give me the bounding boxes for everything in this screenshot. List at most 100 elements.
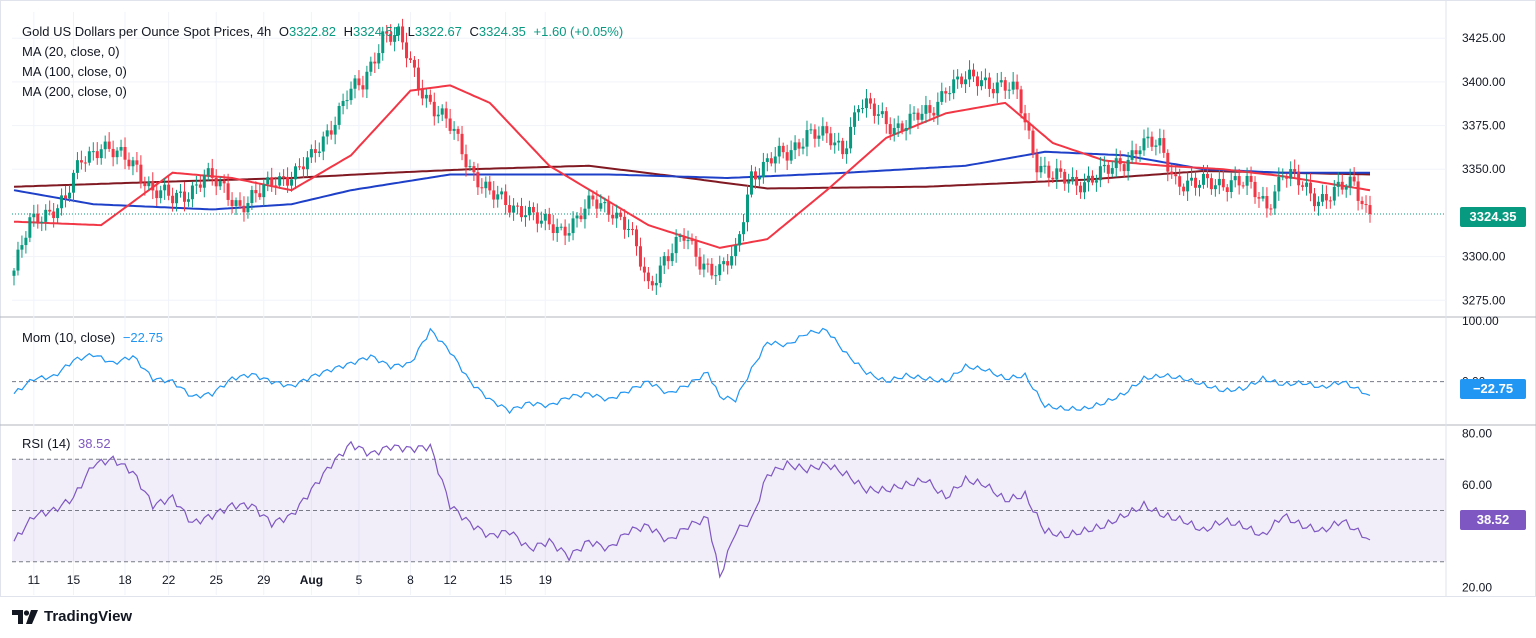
candle[interactable] <box>1106 160 1110 184</box>
candle[interactable] <box>28 213 32 243</box>
candle[interactable] <box>198 175 202 192</box>
candle[interactable] <box>313 140 317 163</box>
candle[interactable] <box>718 255 722 282</box>
candle[interactable] <box>171 187 175 212</box>
candle[interactable] <box>777 137 781 164</box>
candle[interactable] <box>987 72 991 97</box>
candle[interactable] <box>301 156 305 179</box>
candle[interactable] <box>1344 183 1348 198</box>
candle[interactable] <box>329 120 333 140</box>
candle[interactable] <box>1312 187 1316 212</box>
candle[interactable] <box>68 185 72 202</box>
candle[interactable] <box>1205 164 1209 188</box>
candle[interactable] <box>1194 171 1198 196</box>
candle[interactable] <box>563 219 567 246</box>
candle[interactable] <box>1281 168 1285 181</box>
candle[interactable] <box>1090 170 1094 186</box>
candle[interactable] <box>551 214 555 241</box>
candle[interactable] <box>504 184 508 215</box>
candle[interactable] <box>682 228 686 249</box>
candle[interactable] <box>1170 164 1174 179</box>
candle[interactable] <box>353 74 357 99</box>
candle[interactable] <box>1348 168 1352 196</box>
candle[interactable] <box>202 169 206 198</box>
candle[interactable] <box>290 171 294 192</box>
candle[interactable] <box>726 254 730 275</box>
candle[interactable] <box>79 150 83 170</box>
candle[interactable] <box>829 126 833 150</box>
candle[interactable] <box>1174 164 1178 185</box>
candle[interactable] <box>20 235 24 258</box>
candle[interactable] <box>266 171 270 192</box>
candle[interactable] <box>738 231 742 252</box>
candle[interactable] <box>1035 148 1039 182</box>
candle[interactable] <box>107 132 111 152</box>
candle[interactable] <box>928 99 932 120</box>
candle[interactable] <box>151 172 155 200</box>
candle[interactable] <box>361 75 365 98</box>
candle[interactable] <box>1249 166 1253 189</box>
candle[interactable] <box>1253 176 1257 204</box>
candle[interactable] <box>797 138 801 157</box>
candle[interactable] <box>785 144 789 171</box>
candle[interactable] <box>892 118 896 142</box>
ma20-legend[interactable]: MA (20, close, 0) <box>22 44 120 59</box>
candle[interactable] <box>321 131 325 161</box>
candle[interactable] <box>952 69 956 100</box>
candle[interactable] <box>1241 181 1245 189</box>
candle[interactable] <box>500 187 504 200</box>
candle[interactable] <box>1178 168 1182 196</box>
candle[interactable] <box>674 229 678 263</box>
candle[interactable] <box>16 241 20 276</box>
candle[interactable] <box>825 121 829 143</box>
candle[interactable] <box>1340 174 1344 195</box>
ma100-legend[interactable]: MA (100, close, 0) <box>22 64 127 79</box>
candle[interactable] <box>254 181 258 203</box>
candle[interactable] <box>1027 112 1031 140</box>
candle[interactable] <box>424 89 428 108</box>
candle[interactable] <box>1269 204 1273 216</box>
candle[interactable] <box>1007 82 1011 99</box>
candle[interactable] <box>460 125 464 161</box>
candle[interactable] <box>991 82 995 99</box>
candle[interactable] <box>1162 129 1166 158</box>
candle[interactable] <box>373 52 377 74</box>
candle[interactable] <box>607 195 611 222</box>
candle[interactable] <box>1075 170 1079 196</box>
candle[interactable] <box>44 204 48 231</box>
candle[interactable] <box>444 101 448 128</box>
candle[interactable] <box>520 197 524 222</box>
candle[interactable] <box>1166 149 1170 182</box>
candle[interactable] <box>1114 148 1118 178</box>
candle[interactable] <box>983 68 987 89</box>
candle[interactable] <box>87 146 91 166</box>
candle[interactable] <box>817 126 821 147</box>
candle[interactable] <box>1086 166 1090 192</box>
candle[interactable] <box>480 178 484 194</box>
candle[interactable] <box>924 95 928 124</box>
candle[interactable] <box>833 132 837 154</box>
candle[interactable] <box>309 144 313 163</box>
candle[interactable] <box>742 214 746 242</box>
candle[interactable] <box>567 223 571 242</box>
candle[interactable] <box>357 70 361 91</box>
candle[interactable] <box>1356 174 1360 211</box>
candle[interactable] <box>710 258 714 280</box>
candle[interactable] <box>1233 166 1237 188</box>
candle[interactable] <box>139 155 143 189</box>
candle[interactable] <box>238 192 242 210</box>
candle[interactable] <box>1332 180 1336 206</box>
candle[interactable] <box>1098 156 1102 188</box>
candle[interactable] <box>127 152 131 170</box>
candle[interactable] <box>99 144 103 165</box>
candle[interactable] <box>234 197 238 215</box>
candle[interactable] <box>377 44 381 70</box>
candle[interactable] <box>757 168 761 187</box>
candle[interactable] <box>119 139 123 157</box>
candle[interactable] <box>979 71 983 91</box>
candle[interactable] <box>333 116 337 145</box>
candle[interactable] <box>1154 139 1158 156</box>
candle[interactable] <box>904 120 908 141</box>
candle[interactable] <box>1190 168 1194 186</box>
